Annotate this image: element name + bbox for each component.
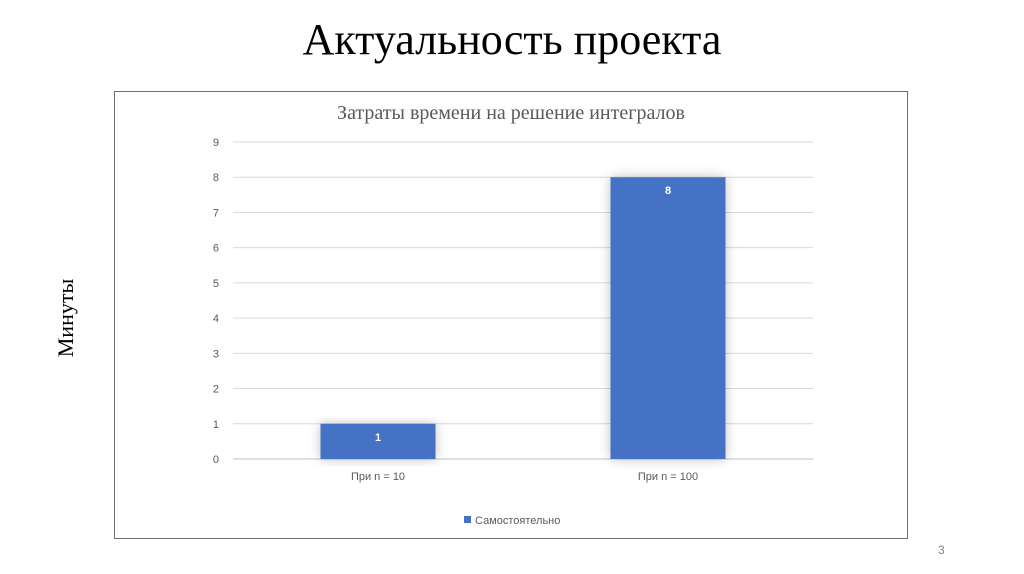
y-tick-label: 9 [213, 137, 219, 149]
x-tick-label: При n = 10 [351, 471, 405, 483]
y-tick-label: 8 [213, 172, 219, 184]
y-tick-label: 3 [213, 348, 219, 360]
bar [610, 177, 726, 459]
bar [320, 423, 436, 459]
legend-label: Самостоятельно [475, 515, 560, 527]
y-tick-label: 0 [213, 454, 219, 466]
data-label: 1 [375, 432, 381, 444]
y-tick-label: 6 [213, 243, 219, 255]
chart-frame: Затраты времени на решение интегралов 0 1… [114, 91, 908, 539]
y-tick-label: 1 [213, 419, 219, 431]
y-axis-label: Минуты [53, 278, 78, 358]
y-tick-label: 4 [213, 313, 219, 325]
slide-title: Актуальность проекта [302, 15, 722, 64]
chart-title: Затраты времени на решение интегралов [337, 102, 685, 124]
page-number: 3 [938, 543, 945, 557]
legend-swatch [464, 516, 471, 523]
data-label: 8 [665, 185, 671, 197]
y-tick-label: 7 [213, 207, 219, 219]
y-tick-label: 2 [213, 384, 219, 396]
y-tick-label: 5 [213, 278, 219, 290]
bar-chart: 0 1 2 3 4 5 6 7 8 9 1 При n = 10 8 При n = 100 Самост… [213, 137, 813, 527]
x-tick-label: При n = 100 [638, 471, 698, 483]
